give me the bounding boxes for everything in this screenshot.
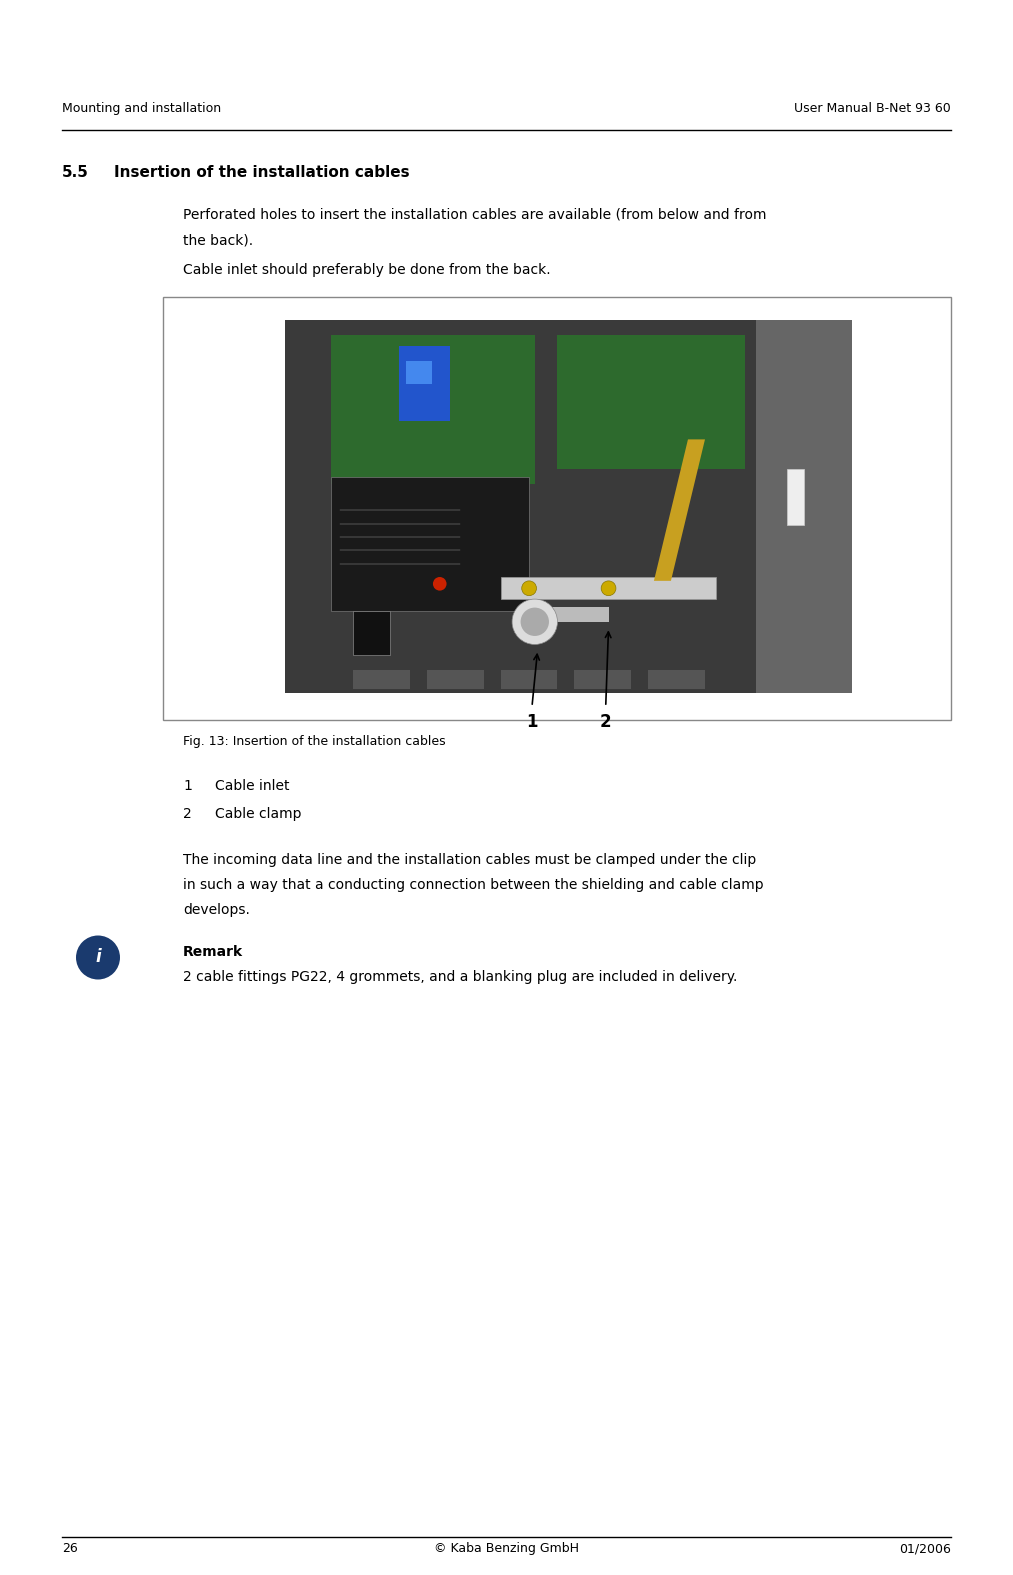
Circle shape — [76, 936, 120, 980]
Bar — [574, 671, 631, 688]
Circle shape — [433, 576, 447, 591]
Polygon shape — [654, 439, 705, 581]
Text: User Manual B-Net 93 60: User Manual B-Net 93 60 — [794, 102, 951, 115]
Bar — [330, 477, 529, 611]
Bar — [557, 335, 745, 469]
Text: Cable inlet should preferably be done from the back.: Cable inlet should preferably be done fr… — [183, 263, 551, 277]
Bar — [354, 611, 390, 655]
Bar — [500, 576, 716, 600]
Circle shape — [521, 608, 549, 636]
Bar — [354, 671, 410, 688]
Text: i: i — [95, 948, 101, 965]
Text: in such a way that a conducting connection between the shielding and cable clamp: in such a way that a conducting connecti… — [183, 877, 764, 891]
Text: the back).: the back). — [183, 233, 253, 247]
Circle shape — [601, 581, 616, 595]
Text: 01/2006: 01/2006 — [900, 1542, 951, 1555]
Text: 1: 1 — [183, 780, 191, 792]
Text: 26: 26 — [62, 1542, 78, 1555]
Circle shape — [522, 581, 537, 595]
Text: Mounting and installation: Mounting and installation — [62, 102, 221, 115]
Bar — [330, 335, 535, 484]
Text: Cable clamp: Cable clamp — [215, 806, 302, 821]
Text: 2: 2 — [183, 806, 191, 821]
Bar — [535, 606, 609, 622]
Text: Cable inlet: Cable inlet — [215, 780, 290, 792]
Text: The incoming data line and the installation cables must be clamped under the cli: The incoming data line and the installat… — [183, 854, 757, 866]
Text: Perforated holes to insert the installation cables are available (from below and: Perforated holes to insert the installat… — [183, 206, 767, 221]
Bar — [406, 361, 432, 384]
Text: 1: 1 — [526, 713, 538, 731]
Bar — [398, 346, 450, 421]
Bar — [787, 469, 804, 524]
Text: Remark: Remark — [183, 945, 243, 959]
Bar — [756, 320, 853, 693]
Text: develops.: develops. — [183, 902, 250, 917]
Bar — [427, 671, 484, 688]
Bar — [163, 298, 951, 720]
Text: Insertion of the installation cables: Insertion of the installation cables — [114, 165, 409, 180]
Text: Fig. 13: Insertion of the installation cables: Fig. 13: Insertion of the installation c… — [183, 736, 446, 748]
Bar — [285, 320, 853, 693]
Text: 5.5: 5.5 — [62, 165, 89, 180]
Text: 2 cable fittings PG22, 4 grommets, and a blanking plug are included in delivery.: 2 cable fittings PG22, 4 grommets, and a… — [183, 970, 737, 984]
Circle shape — [513, 598, 557, 644]
Bar — [500, 671, 557, 688]
Text: © Kaba Benzing GmbH: © Kaba Benzing GmbH — [434, 1542, 579, 1555]
Bar — [648, 671, 705, 688]
Text: 2: 2 — [600, 713, 612, 731]
